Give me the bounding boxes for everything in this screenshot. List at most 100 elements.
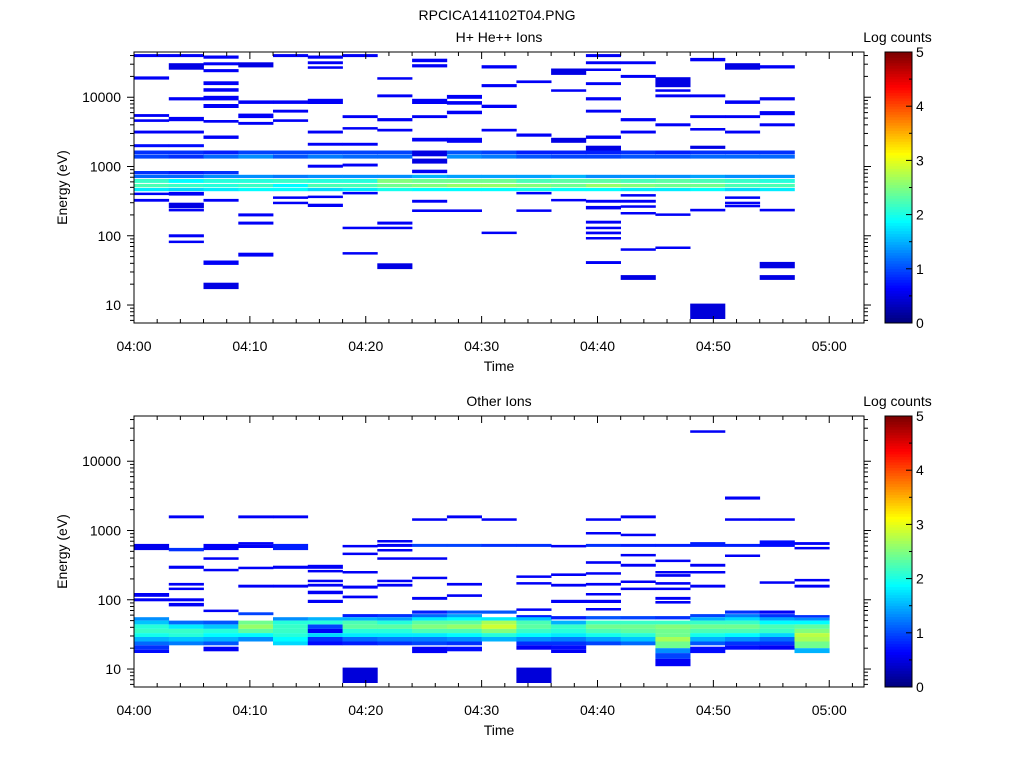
colorbar-segment <box>885 195 912 199</box>
colorbar-segment <box>885 529 912 533</box>
heatmap-cell <box>307 142 343 146</box>
heatmap-cell <box>273 188 309 192</box>
heatmap-cell <box>307 174 343 179</box>
heatmap-cell <box>655 641 691 649</box>
heatmap-cell <box>342 252 378 255</box>
colorbar-segment <box>885 540 912 544</box>
colorbar-segment <box>885 537 912 542</box>
heatmap-cell <box>585 593 621 596</box>
heatmap-cell <box>516 615 552 618</box>
colorbar-segment <box>885 421 912 425</box>
colorbar-segment <box>885 559 912 563</box>
heatmap-cell <box>273 174 309 179</box>
heatmap-cell <box>551 188 587 192</box>
colorbar-segment <box>885 260 912 264</box>
heatmap-cell <box>446 637 482 642</box>
heatmap-cell <box>134 54 170 58</box>
colorbar-segment <box>885 125 912 129</box>
heatmap-cell <box>377 183 413 188</box>
colorbar-segment <box>885 65 912 69</box>
colorbar-segment <box>885 586 912 590</box>
colorbar-segment <box>885 103 912 107</box>
colorbar-segment <box>885 521 912 525</box>
heatmap-cell <box>342 188 378 192</box>
heatmap-cell <box>655 174 691 179</box>
heatmap-cell <box>273 119 309 122</box>
colorbar-segment <box>885 524 912 528</box>
colorbar-segment <box>885 165 912 169</box>
heatmap-cell <box>690 620 726 625</box>
heatmap-cell <box>273 628 309 634</box>
colorbar-segment <box>885 154 912 159</box>
colorbar-segment <box>885 556 912 561</box>
colorbar-segment <box>885 92 912 96</box>
heatmap-cell <box>585 226 621 230</box>
heatmap-cell <box>412 115 448 119</box>
heatmap-cell <box>655 150 691 155</box>
heatmap-cell <box>446 183 482 188</box>
heatmap-cell <box>794 633 830 637</box>
heatmap-cell <box>446 154 482 159</box>
panel-title: Other Ions <box>466 393 531 409</box>
heatmap-cell <box>203 620 239 625</box>
colorbar-segment <box>885 217 912 221</box>
heatmap-cell <box>759 154 795 159</box>
heatmap-cell <box>134 633 170 637</box>
heatmap-cell <box>377 543 413 547</box>
heatmap-cell <box>690 150 726 155</box>
heatmap-cell <box>307 633 343 637</box>
heatmap-cell <box>725 196 761 199</box>
heatmap-cell <box>446 174 482 179</box>
heatmap-cell <box>412 183 448 188</box>
heatmap-cell <box>585 179 621 183</box>
colorbar-segment <box>885 646 912 650</box>
colorbar-segment <box>885 497 912 501</box>
heatmap-cell <box>516 183 552 188</box>
colorbar-tick-label: 1 <box>916 625 924 641</box>
colorbar-segment <box>885 651 912 655</box>
heatmap-cell <box>168 183 204 188</box>
panel-title: H+ He++ Ions <box>456 29 543 45</box>
heatmap-cell <box>342 54 378 58</box>
colorbar-segment <box>885 462 912 466</box>
heatmap-cell <box>168 63 204 70</box>
heatmap-cell <box>794 624 830 629</box>
heatmap-cell <box>725 610 761 614</box>
colorbar-segment <box>885 608 912 612</box>
heatmap-cell <box>168 130 204 134</box>
heatmap-cell <box>238 515 274 519</box>
heatmap-cell <box>585 532 621 535</box>
heatmap-cell <box>412 557 448 560</box>
heatmap-cell <box>620 633 656 637</box>
colorbar-segment <box>885 149 912 153</box>
heatmap-cell <box>759 633 795 637</box>
heatmap-cell <box>168 565 204 569</box>
colorbar-segment <box>885 198 912 202</box>
colorbar-segment <box>885 263 912 267</box>
heatmap-cell <box>551 198 587 202</box>
colorbar-segment <box>885 500 912 504</box>
heatmap-cell <box>273 201 309 205</box>
colorbar-label: Log counts <box>863 393 932 409</box>
x-tick-label: 05:00 <box>812 338 847 354</box>
heatmap-cell <box>585 561 621 564</box>
heatmap-cell <box>134 144 170 148</box>
colorbar-segment <box>885 554 912 558</box>
heatmap-cell <box>620 61 656 65</box>
colorbar-segment <box>885 640 912 645</box>
heatmap-cell <box>585 599 621 603</box>
heatmap-cell <box>307 98 343 104</box>
colorbar-segment <box>885 589 912 593</box>
heatmap-cell <box>794 637 830 642</box>
heatmap-cell <box>238 183 274 188</box>
colorbar-segment <box>885 182 912 186</box>
colorbar-segment <box>885 451 912 455</box>
heatmap-cell <box>620 620 656 625</box>
heatmap-cell <box>481 624 517 629</box>
heatmap-cell <box>690 628 726 634</box>
colorbar-segment <box>885 81 912 85</box>
heatmap-cell <box>516 174 552 179</box>
heatmap-cell <box>168 624 204 629</box>
colorbar-tick-label: 5 <box>916 408 924 424</box>
